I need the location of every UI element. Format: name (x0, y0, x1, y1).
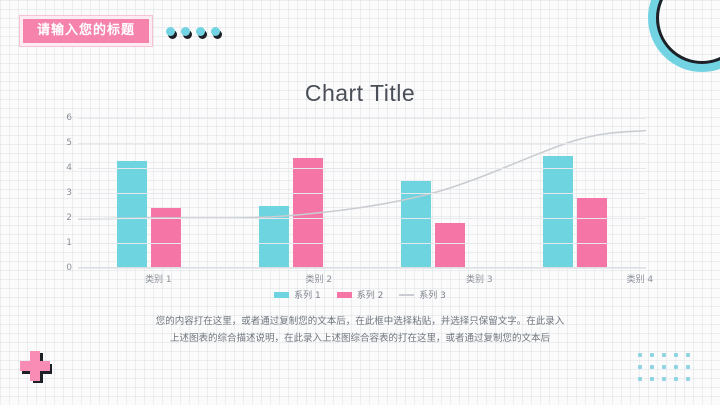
legend-swatch (274, 291, 290, 298)
decorative-dot-icon (650, 353, 654, 357)
legend-swatch (336, 291, 352, 298)
header-dot-icon (166, 26, 176, 36)
chart-title: Chart Title (304, 80, 416, 106)
chart-legend: 系列 1 系列 2 系列 3 (0, 288, 720, 301)
legend-item[interactable]: 系列 2 (336, 288, 384, 301)
header-dot-icon (196, 26, 206, 36)
plus-vertical-icon (30, 351, 40, 381)
decorative-dot-icon (650, 365, 654, 369)
gridline (78, 268, 646, 269)
decorative-dot-icon (662, 377, 666, 381)
y-axis-labels: 0 1 2 3 4 5 6 (46, 113, 72, 273)
description-line-2: 上述图表的综合描述说明，在此录入上述图综合容表的打在这里，或者通过复制您的文本后 (169, 333, 550, 344)
decorative-dot-icon (686, 377, 690, 381)
y-axis-tick-label: 0 (66, 263, 72, 273)
decorative-dot-icon (674, 365, 678, 369)
decorative-dot-icon (638, 365, 642, 369)
legend-item[interactable]: 系列 3 (399, 288, 446, 301)
bar-1-category-2[interactable] (259, 205, 289, 268)
x-axis-baseline (78, 267, 646, 268)
slide-header: 请输入您的标题 (20, 16, 221, 47)
legend-label: 系列 2 (356, 291, 384, 301)
legend-item[interactable]: 系列 1 (274, 288, 321, 301)
description-text: 您的内容打在这里，或者通过复制您的文本后，在此框中选择粘贴，并选择只保留文字。在… (108, 313, 612, 347)
x-axis-tick-label: 类别 4 (626, 275, 654, 285)
header-dots (166, 26, 221, 36)
y-axis-tick-label: 1 (66, 238, 72, 248)
decorative-dot-icon (638, 377, 642, 381)
bar-2-category-2[interactable] (293, 158, 323, 268)
y-axis-tick-label: 4 (66, 163, 72, 173)
legend-label: 系列 1 (294, 291, 321, 301)
decorative-dot-icon (686, 365, 690, 369)
y-axis-tick-label: 6 (66, 113, 72, 123)
x-axis-tick-label: 类别 1 (144, 275, 172, 285)
decorative-dot-icon (662, 353, 666, 357)
decorative-dot-icon (650, 377, 654, 381)
y-axis-tick-label: 5 (66, 138, 72, 148)
decorative-dot-icon (686, 353, 690, 357)
bar-2-category-4[interactable] (577, 198, 607, 268)
corner-plus-decoration (18, 349, 52, 383)
decorative-dot-icon (674, 377, 678, 381)
header-dot-icon (211, 26, 221, 36)
gridline (78, 193, 646, 194)
gridline (78, 118, 646, 119)
chart-plot-area: 0 1 2 3 4 5 6 (46, 113, 646, 273)
decorative-dot-icon (674, 353, 678, 357)
x-axis-tick-label: 类别 2 (305, 275, 333, 285)
legend-swatch (399, 293, 415, 296)
header-dot-icon (181, 26, 191, 36)
decorative-dot-icon (662, 365, 666, 369)
y-axis-tick-label: 3 (66, 188, 72, 198)
gridline (78, 243, 646, 244)
bar-2-category-3[interactable] (435, 223, 465, 268)
decorative-dot-icon (638, 353, 642, 357)
description-line-1: 您的内容打在这里，或者通过复制您的文本后，在此框中选择粘贴，并选择只保留文字。在… (155, 316, 565, 327)
x-axis-labels: 类别 1 类别 2 类别 3 类别 4 (78, 272, 720, 285)
y-axis-tick-label: 2 (66, 213, 72, 223)
gridline (78, 168, 646, 169)
slide-title-badge[interactable]: 请输入您的标题 (20, 16, 153, 47)
plot-canvas (78, 118, 646, 269)
corner-arc-decoration (640, 0, 720, 76)
legend-label: 系列 3 (419, 291, 446, 301)
x-axis-tick-label: 类别 3 (465, 275, 493, 285)
corner-dot-grid-decoration (634, 349, 694, 385)
arc-ring-cyan (648, 0, 720, 72)
bar-1-category-4[interactable] (543, 155, 573, 268)
gridline (78, 143, 646, 144)
bar-1-category-1[interactable] (117, 160, 147, 268)
bar-2-category-1[interactable] (151, 208, 181, 268)
gridline (78, 218, 646, 219)
